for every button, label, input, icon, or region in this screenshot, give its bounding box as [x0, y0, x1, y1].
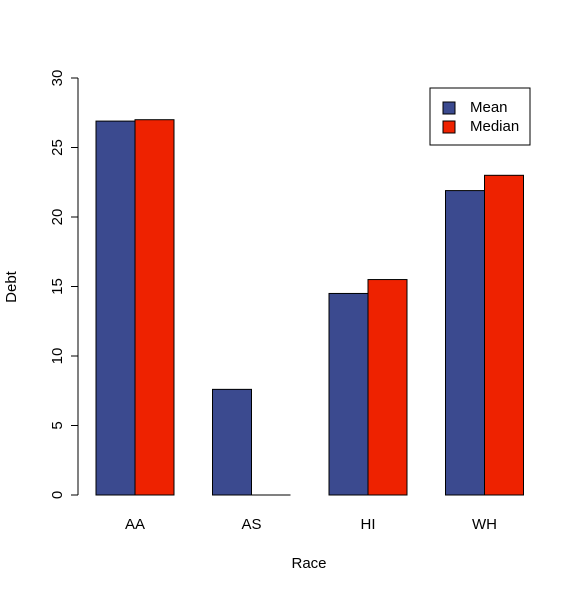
y-tick-label: 20 — [49, 209, 66, 226]
y-tick-label: 15 — [49, 278, 66, 295]
legend-label: Median — [470, 118, 519, 135]
x-tick-label: WH — [472, 516, 497, 533]
y-tick-label: 30 — [49, 70, 66, 87]
y-tick-label: 5 — [49, 421, 66, 429]
y-axis-label: Debt — [3, 270, 20, 303]
legend-label: Mean — [470, 99, 508, 116]
x-tick-label: HI — [361, 516, 376, 533]
bar — [484, 174, 524, 496]
bar — [134, 119, 175, 496]
legend-swatch — [442, 120, 456, 134]
x-tick-label: AA — [125, 516, 145, 533]
bar — [95, 120, 136, 496]
bar — [328, 292, 369, 496]
legend-swatch — [442, 101, 456, 115]
y-tick-label: 0 — [49, 491, 66, 499]
y-tick-label: 25 — [49, 139, 66, 156]
legend-box — [429, 87, 531, 146]
bar — [367, 279, 408, 496]
y-tick-label: 10 — [49, 348, 66, 365]
x-tick-label: AS — [241, 516, 261, 533]
bar — [212, 388, 252, 496]
x-axis-label: Race — [291, 555, 326, 572]
bar — [445, 190, 485, 496]
